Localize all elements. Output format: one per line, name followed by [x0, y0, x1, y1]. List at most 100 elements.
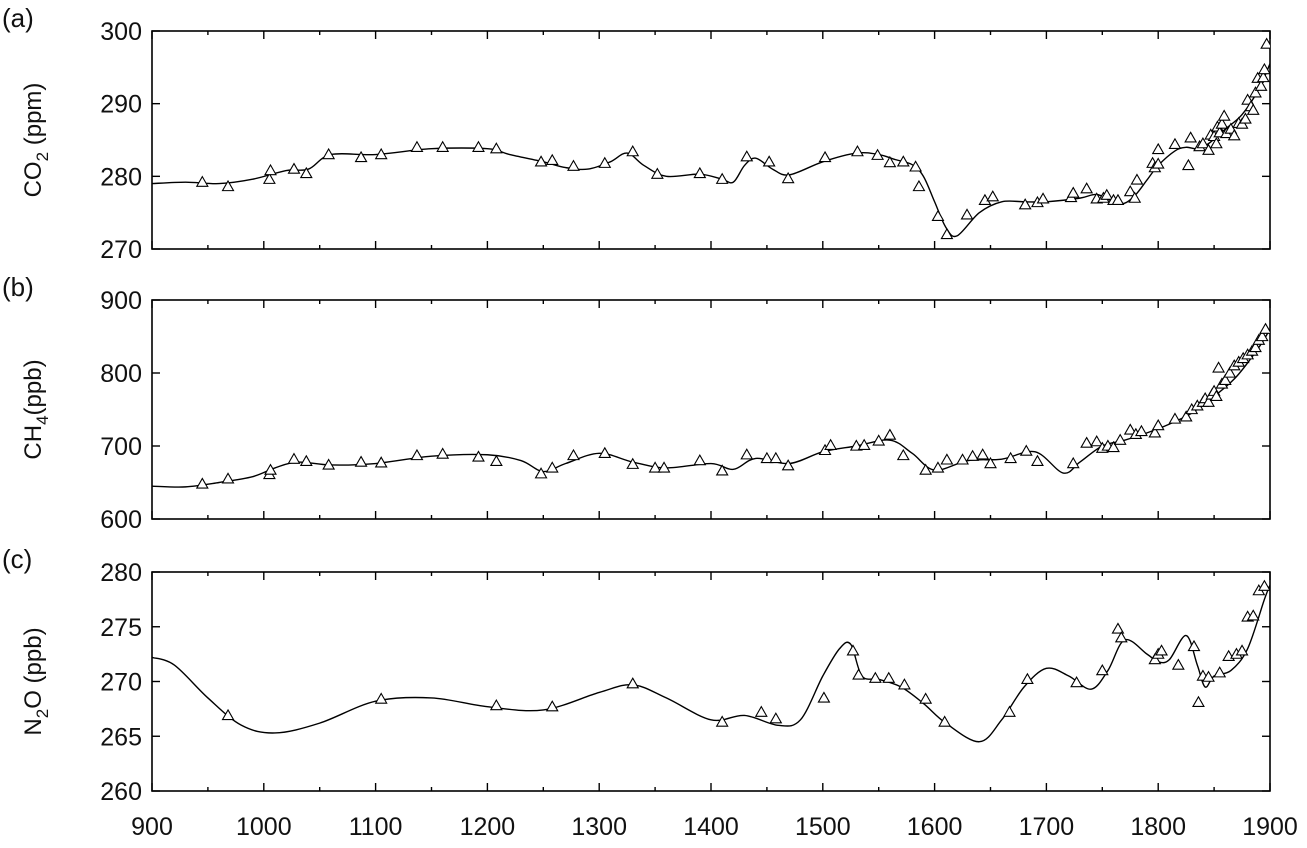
- data-point-triangle: [489, 142, 503, 154]
- data-point-triangle: [1151, 418, 1165, 431]
- data-point-triangle: [986, 190, 1000, 202]
- y-axis-title-unit: (ppm): [20, 83, 47, 152]
- x-tick-label: 1700: [1019, 813, 1075, 841]
- data-point-triangle: [1134, 424, 1148, 437]
- data-point-triangle: [598, 446, 612, 458]
- data-point-triangle: [1171, 658, 1185, 670]
- y-tick-label: 600: [100, 506, 142, 534]
- data-point-triangle: [1111, 622, 1125, 634]
- panel-a: 270 280 290 300 (a) CO2 (ppm): [2, 3, 1271, 264]
- data-point-triangle: [1192, 695, 1205, 707]
- data-point-triangle: [1196, 137, 1210, 149]
- data-point-triangle: [1260, 37, 1270, 49]
- data-point-triangle: [264, 463, 277, 475]
- panel-label: (b): [2, 272, 34, 302]
- data-point-triangle: [534, 467, 548, 479]
- data-point-triangle: [1111, 193, 1125, 205]
- x-tick-label: 1000: [236, 813, 292, 841]
- y-tick-label: 900: [100, 287, 142, 315]
- data-point-triangle: [472, 450, 485, 462]
- data-point-triangle: [1209, 389, 1223, 402]
- plot-area: [152, 322, 1270, 489]
- data-point-triangle: [354, 455, 368, 467]
- plot-area: [152, 37, 1270, 240]
- data-point-triangle: [1019, 444, 1033, 456]
- data-point-triangle: [489, 698, 503, 711]
- data-point-triangle: [374, 692, 388, 704]
- data-point-triangle: [1095, 663, 1109, 676]
- data-point-triangle: [1066, 186, 1080, 198]
- y-axis-title: CO2 (ppm): [20, 83, 52, 198]
- data-point-triangle: [1004, 451, 1018, 464]
- data-point-triangle: [410, 448, 424, 461]
- data-point-triangle: [912, 179, 926, 192]
- data-point-triangle: [1123, 184, 1137, 197]
- data-point-triangle: [1209, 137, 1223, 149]
- data-point-triangle: [262, 172, 276, 184]
- data-point-triangle: [1100, 188, 1114, 200]
- y-tick-label: 270: [100, 669, 142, 697]
- data-point-triangle: [1151, 142, 1165, 155]
- panel-label: (a): [2, 3, 34, 33]
- data-point-triangle: [984, 456, 997, 469]
- data-point-triangle: [1249, 86, 1262, 98]
- data-point-triangle: [940, 227, 954, 240]
- x-tick-label: 1800: [1130, 813, 1186, 841]
- data-point-triangle: [1235, 644, 1249, 656]
- data-point-triangle: [1123, 423, 1137, 435]
- plot-frame: [151, 571, 1271, 792]
- data-point-triangle: [938, 715, 952, 727]
- spline-curve: [152, 63, 1270, 238]
- data-point-triangle: [648, 461, 662, 473]
- data-point-triangle: [1168, 412, 1182, 424]
- x-tick-label: 1900: [1242, 813, 1298, 841]
- data-point-triangle: [1257, 579, 1270, 591]
- data-point-triangle: [909, 160, 923, 172]
- data-point-triangle: [1080, 182, 1094, 194]
- data-point-triangle: [221, 708, 235, 721]
- data-point-triangle: [1020, 672, 1034, 684]
- data-point-triangle: [851, 145, 864, 157]
- panel-b: 600 700 800 900 (b) CH4(ppb): [2, 272, 1271, 534]
- data-point-triangle: [693, 453, 707, 466]
- data-point-triangle: [374, 147, 388, 160]
- data-point-triangle: [817, 691, 831, 703]
- data-point-triangle: [1257, 62, 1270, 75]
- data-point-triangle: [857, 438, 871, 450]
- x-tick-label: 900: [131, 813, 173, 841]
- data-point-triangle: [221, 179, 235, 192]
- plot-frame: [151, 30, 1271, 250]
- y-axis-title-main: CH: [20, 425, 47, 460]
- x-tick-label: 1400: [683, 813, 739, 841]
- data-point-triangle: [1151, 157, 1165, 169]
- data-point-triangle: [287, 452, 301, 464]
- data-point-triangle: [1114, 631, 1128, 643]
- data-point-triangle: [1213, 666, 1227, 678]
- x-tick-label: 1600: [907, 813, 963, 841]
- data-point-triangle: [1179, 410, 1193, 422]
- plot-area: [152, 579, 1270, 743]
- data-point-triangle: [1066, 456, 1080, 469]
- y-tick-label: 280: [100, 559, 142, 587]
- data-point-triangle: [1202, 395, 1215, 407]
- data-point-triangle: [410, 140, 424, 152]
- y-tick-label: 265: [100, 723, 142, 751]
- data-point-triangle: [1184, 131, 1198, 143]
- y-tick-label: 800: [100, 360, 142, 388]
- data-point-triangle: [818, 150, 832, 163]
- data-point-triangle: [896, 448, 910, 461]
- data-point-triangle: [883, 428, 897, 440]
- data-point-triangle: [195, 477, 209, 489]
- data-point-triangle: [769, 451, 783, 464]
- data-point-triangle: [1217, 109, 1231, 121]
- y-axis-title-unit: (ppb): [20, 359, 47, 415]
- data-point-triangle: [1031, 454, 1044, 467]
- data-point-triangle: [940, 453, 954, 465]
- data-point-triangle: [567, 159, 580, 171]
- data-point-triangle: [1187, 639, 1201, 652]
- data-point-triangle: [754, 705, 768, 717]
- data-point-triangle: [1036, 192, 1050, 204]
- data-point-triangle: [322, 147, 336, 160]
- data-point-triangle: [1155, 644, 1168, 656]
- x-tick-label: 1100: [349, 813, 403, 841]
